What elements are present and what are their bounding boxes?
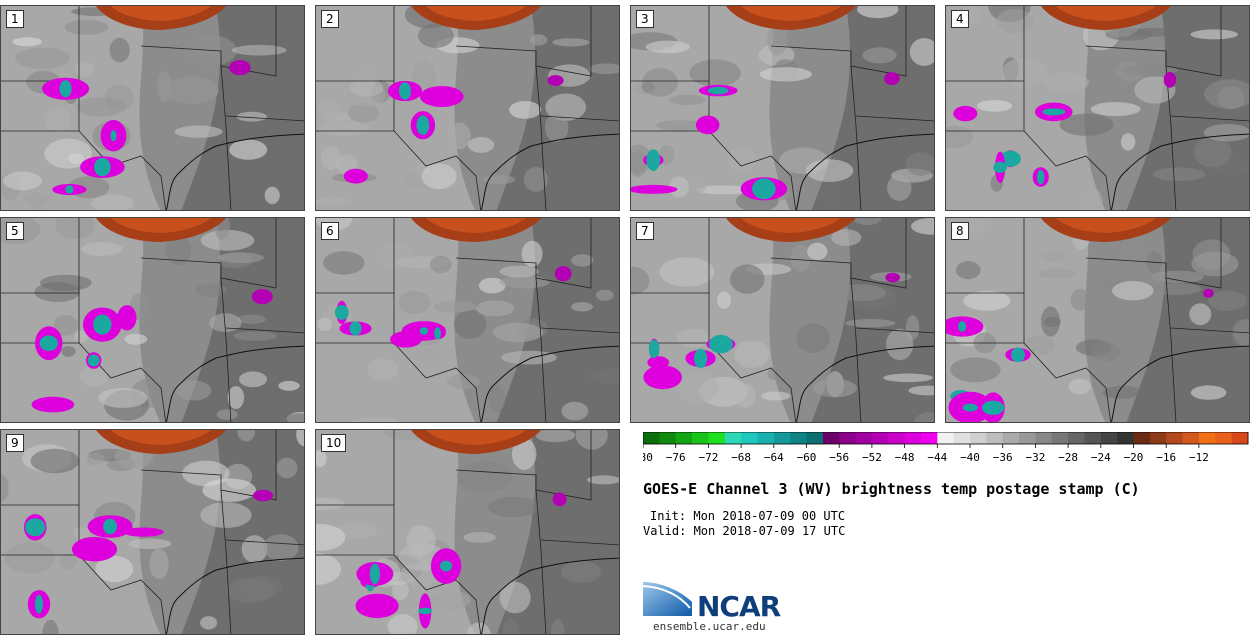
- postage-stamp-panel: 10: [315, 429, 620, 635]
- colorbar-segment: [1198, 432, 1216, 444]
- panel-label: 3: [636, 10, 654, 28]
- colorbar-tick-label: −76: [666, 451, 686, 464]
- colorbar-segment: [1166, 432, 1184, 444]
- colorbar-tick-label: −36: [993, 451, 1013, 464]
- wv-map: [1, 218, 304, 422]
- colorbar-segment: [659, 432, 677, 444]
- colorbar-tick-label: −52: [862, 451, 882, 464]
- colorbar-segment: [1117, 432, 1135, 444]
- wv-map: [1, 6, 304, 210]
- wv-map: [946, 6, 1249, 210]
- colorbar-segment: [822, 432, 840, 444]
- valid-time: Valid: Mon 2018-07-09 17 UTC: [643, 524, 846, 538]
- postage-stamp-panel: 9: [0, 429, 305, 635]
- colorbar-segment: [1231, 432, 1249, 444]
- colorbar-segment: [806, 432, 824, 444]
- postage-stamp-panel: 6: [315, 217, 620, 423]
- colorbar-tick-label: −60: [797, 451, 817, 464]
- colorbar-tick-label: −16: [1156, 451, 1176, 464]
- panel-label: 1: [6, 10, 24, 28]
- colorbar-segment: [1051, 432, 1069, 444]
- panel-label: 10: [321, 434, 347, 452]
- colorbar-segment: [1182, 432, 1200, 444]
- colorbar-segment: [1002, 432, 1020, 444]
- colorbar-tick-label: −64: [764, 451, 784, 464]
- colorbar-segment: [1084, 432, 1102, 444]
- ncar-logo-icon: [642, 582, 692, 616]
- colorbar-segment: [757, 432, 775, 444]
- colorbar-segment: [790, 432, 808, 444]
- colorbar: −80−76−72−68−64−60−56−52−48−44−40−36−32−…: [643, 432, 1249, 464]
- panel-label: 4: [951, 10, 969, 28]
- colorbar-tick-label: −32: [1025, 451, 1045, 464]
- colorbar-segment: [888, 432, 906, 444]
- wv-map: [631, 218, 934, 422]
- colorbar-tick-label: −12: [1189, 451, 1209, 464]
- colorbar-segment: [855, 432, 873, 444]
- wv-map: [316, 6, 619, 210]
- logo-text: NCAR: [697, 590, 781, 623]
- colorbar-segment: [675, 432, 693, 444]
- colorbar-segment: [643, 432, 660, 444]
- wv-map: [631, 6, 934, 210]
- colorbar-segment: [1035, 432, 1053, 444]
- colorbar-outline: [643, 432, 1249, 445]
- colorbar-segment: [920, 432, 938, 444]
- panel-label: 5: [6, 222, 24, 240]
- colorbar-tick-label: −24: [1091, 451, 1111, 464]
- panel-label: 6: [321, 222, 339, 240]
- colorbar-segment: [741, 432, 758, 444]
- colorbar-segment: [937, 432, 955, 444]
- postage-stamp-panel: 4: [945, 5, 1250, 211]
- panel-label: 2: [321, 10, 339, 28]
- logo-url: ensemble.ucar.edu: [653, 620, 766, 633]
- postage-stamp-panel: 2: [315, 5, 620, 211]
- colorbar-segment: [773, 432, 791, 444]
- colorbar-segment: [1068, 432, 1085, 444]
- colorbar-tick-label: −56: [829, 451, 849, 464]
- postage-stamp-panel: 1: [0, 5, 305, 211]
- colorbar-segment: [692, 432, 709, 444]
- panel-label: 7: [636, 222, 654, 240]
- postage-stamp-panel: 8: [945, 217, 1250, 423]
- colorbar-segment: [871, 432, 889, 444]
- colorbar-tick-label: −40: [960, 451, 980, 464]
- wv-map: [1, 430, 304, 634]
- chart-title: GOES-E Channel 3 (WV) brightness temp po…: [643, 480, 1140, 498]
- postage-stamp-panel: 5: [0, 217, 305, 423]
- colorbar-segment: [1019, 432, 1036, 444]
- colorbar-tick-label: −28: [1058, 451, 1078, 464]
- colorbar-segment: [708, 432, 726, 444]
- wv-map: [316, 218, 619, 422]
- postage-stamp-panel: 3: [630, 5, 935, 211]
- colorbar-tick-label: −68: [731, 451, 751, 464]
- panel-label: 9: [6, 434, 24, 452]
- colorbar-tick-label: −20: [1124, 451, 1144, 464]
- colorbar-segment: [1215, 432, 1233, 444]
- colorbar-segment: [970, 432, 987, 444]
- colorbar-tick-label: −44: [927, 451, 947, 464]
- wv-map: [316, 430, 619, 634]
- colorbar-tick-label: −72: [698, 451, 718, 464]
- colorbar-segment: [724, 432, 742, 444]
- colorbar-segment: [1133, 432, 1151, 444]
- postage-stamp-panel: 7: [630, 217, 935, 423]
- panel-label: 8: [951, 222, 969, 240]
- colorbar-tick-label: −48: [895, 451, 915, 464]
- init-time: Init: Mon 2018-07-09 00 UTC: [650, 509, 846, 523]
- wv-map: [946, 218, 1249, 422]
- colorbar-segment: [953, 432, 971, 444]
- colorbar-segment: [1100, 432, 1118, 444]
- colorbar-segment: [986, 432, 1004, 444]
- colorbar-segment: [904, 432, 922, 444]
- colorbar-segment: [839, 432, 857, 444]
- colorbar-tick-label: −80: [643, 451, 653, 464]
- colorbar-segment: [1149, 432, 1167, 444]
